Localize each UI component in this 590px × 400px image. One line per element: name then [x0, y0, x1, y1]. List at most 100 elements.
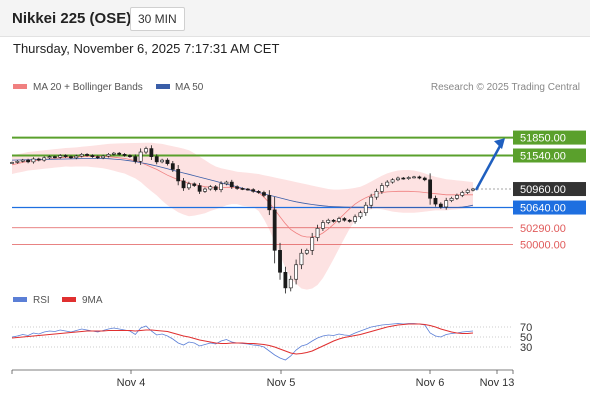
candle [117, 151, 122, 156]
candle [144, 146, 148, 154]
candle [197, 182, 202, 194]
candle [165, 158, 170, 166]
candle [379, 182, 384, 194]
candle [396, 176, 400, 182]
candle [224, 180, 229, 186]
candle [74, 154, 79, 160]
candle [363, 202, 368, 216]
candle [149, 145, 154, 160]
candle [342, 217, 347, 222]
candle [235, 185, 240, 190]
candle [15, 160, 20, 164]
x-tick-label: Nov 13 [480, 377, 515, 389]
candle [310, 232, 315, 255]
rsi-ma-legend-swatch [62, 297, 76, 302]
candle [294, 259, 299, 285]
candle [433, 195, 438, 207]
credit-text: Research © 2025 Trading Central [431, 82, 580, 93]
candle [176, 165, 181, 186]
candle [465, 188, 470, 195]
candle [203, 187, 207, 193]
bollinger-band-fill [12, 142, 473, 290]
forecast-arrow-layer [474, 138, 505, 191]
level-label-51540.00: 51540.00 [520, 151, 566, 163]
candle [326, 218, 331, 225]
candle [428, 173, 433, 205]
candle [288, 275, 293, 292]
candle [337, 216, 341, 224]
candle [347, 219, 352, 223]
candle [154, 154, 159, 165]
candle [133, 154, 138, 164]
forecast-arrow-head [494, 138, 505, 150]
candle [272, 196, 277, 264]
level-label-box-50640.00 [513, 200, 586, 215]
candle [20, 158, 25, 163]
ma50-legend-label: MA 50 [175, 82, 204, 93]
candle [449, 196, 454, 203]
candle [47, 155, 52, 160]
x-tick-label: Nov 4 [117, 377, 146, 389]
forecast-arrow-line [474, 143, 503, 191]
candle [36, 157, 41, 162]
level-label-51850.00: 51850.00 [520, 133, 566, 145]
timeframe-button[interactable]: 30 MIN [130, 7, 185, 31]
candle [229, 179, 234, 189]
bollinger-band-layer [12, 142, 473, 290]
candle [208, 185, 213, 191]
candle [422, 176, 427, 182]
bb-legend-swatch [13, 84, 27, 89]
candle [42, 156, 47, 162]
candle [10, 161, 14, 164]
candle [304, 248, 309, 255]
candle [79, 152, 84, 158]
candle [213, 184, 218, 192]
candle [438, 202, 443, 209]
bb-legend-label: MA 20 + Bollinger Bands [33, 82, 143, 93]
candle [401, 177, 406, 180]
candle [417, 175, 422, 180]
candle [406, 176, 411, 180]
candle [455, 193, 459, 201]
rsi-legend-swatch [13, 297, 27, 302]
candle [26, 158, 30, 164]
level-label-50960.00: 50960.00 [520, 184, 566, 196]
candle [267, 190, 272, 216]
candle [321, 219, 325, 231]
candle [369, 193, 374, 209]
candle [69, 155, 73, 160]
candle [374, 188, 379, 200]
candle [192, 182, 197, 187]
candle [160, 158, 164, 164]
chart-title: Nikkei 225 (OSE) [12, 10, 132, 27]
candle [31, 157, 36, 164]
candle [240, 187, 245, 191]
candle [170, 160, 175, 172]
candle [58, 154, 63, 159]
candle [412, 175, 416, 179]
rsi-ma-legend-label: 9MA [82, 295, 103, 306]
x-tick-label: Nov 6 [416, 377, 445, 389]
candle [219, 181, 223, 193]
candle [111, 151, 116, 156]
candle [471, 187, 475, 192]
x-axis: Nov 4 Nov 5 Nov 6 Nov 13 [11, 369, 515, 389]
candle [138, 148, 143, 165]
level-label-box-51850.00 [513, 130, 586, 145]
candle [262, 190, 266, 198]
candle [106, 152, 111, 158]
candle [101, 154, 106, 160]
candle [460, 190, 465, 198]
candle [385, 180, 390, 188]
chart-datetime: Thursday, November 6, 2025 7:17:31 AM CE… [13, 41, 280, 56]
candle [278, 242, 282, 280]
candle [444, 197, 449, 210]
candle [390, 178, 395, 184]
x-tick-label: Nov 5 [267, 377, 296, 389]
candle [90, 154, 95, 158]
candle [85, 153, 89, 157]
level-label-box-50960.00 [513, 182, 586, 197]
rsi-legend-label: RSI [33, 295, 50, 306]
